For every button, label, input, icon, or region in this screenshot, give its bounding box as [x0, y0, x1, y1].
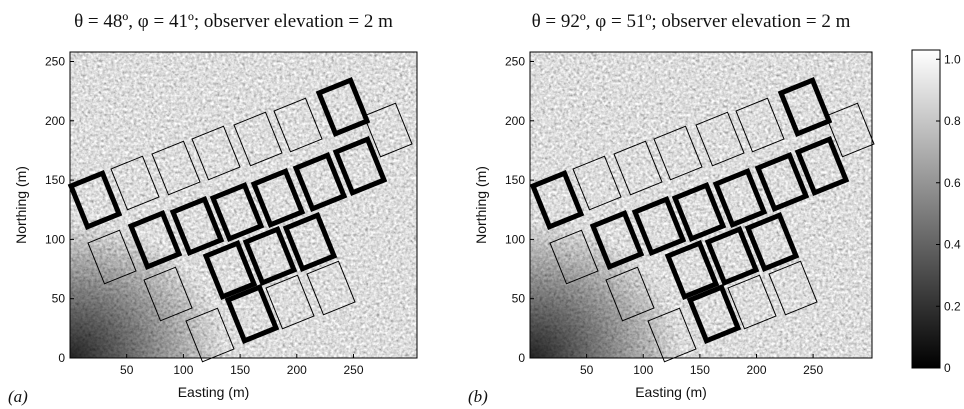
panel-label: (a) [8, 387, 28, 406]
plot-outline-bold [744, 211, 800, 273]
y-tick-label: 0 [58, 351, 65, 365]
plot-outline [613, 140, 663, 196]
plot-outline-bold [777, 76, 833, 138]
plot-outline [605, 266, 655, 322]
plot-outline-bold [209, 181, 265, 243]
plot-outline [363, 102, 413, 158]
plot-outline [768, 260, 818, 316]
colorbar-tick-label: 0.8 [944, 114, 961, 128]
plot-outline-bold [754, 151, 810, 213]
x-tick-label: 200 [287, 363, 307, 377]
plot-outline [653, 125, 703, 181]
plot-outline [695, 111, 745, 167]
x-tick-label: 150 [230, 363, 250, 377]
x-axis-label: Easting (m) [635, 384, 707, 400]
y-tick-label: 100 [45, 232, 65, 246]
plot-outline [306, 260, 356, 316]
plot-outline-bold [250, 167, 306, 229]
plot-outline [727, 274, 777, 330]
y-tick-label: 50 [512, 292, 526, 306]
x-axis-label: Easting (m) [178, 384, 250, 400]
y-axis-label: Northing (m) [473, 166, 489, 244]
plot-outline [549, 229, 599, 285]
x-tick-label: 100 [633, 363, 653, 377]
plot-outline-bold [67, 169, 123, 231]
y-tick-label: 50 [52, 292, 66, 306]
plot-outline-bold [242, 225, 298, 287]
plot-outline-bold [529, 169, 585, 231]
plot-outline-bold [671, 181, 727, 243]
plot-outline [233, 111, 283, 167]
plot-outline [110, 155, 160, 211]
plot-outline [825, 102, 875, 158]
plot-outline [143, 266, 193, 322]
plot-outline-bold [127, 209, 183, 271]
chart-title: θ = 48º, φ = 41º; observer elevation = 2… [74, 11, 393, 32]
x-tick-label: 50 [120, 363, 134, 377]
y-tick-label: 150 [45, 173, 65, 187]
y-tick-label: 100 [505, 232, 525, 246]
x-tick-label: 150 [690, 363, 710, 377]
plot-outline-bold [282, 211, 338, 273]
y-tick-label: 250 [505, 54, 525, 68]
chart-title: θ = 92º, φ = 51º; observer elevation = 2… [532, 11, 851, 32]
colorbar-tick-label: 1.0 [944, 52, 961, 66]
plot-outline [191, 125, 241, 181]
colorbar-tick-label: 0 [944, 361, 951, 375]
plot-outline-bold [589, 209, 645, 271]
plot-outline-bold [202, 239, 258, 301]
colorbar [911, 49, 941, 369]
plot-outline [265, 274, 315, 330]
x-tick-label: 200 [746, 363, 766, 377]
plot-outline [273, 97, 323, 153]
colorbar-tick-label: 0.2 [944, 299, 961, 313]
axes-frame [529, 51, 873, 359]
colorbar-tick-label: 0.6 [944, 176, 961, 190]
plot-outline [735, 97, 785, 153]
plot-outline-bold [315, 76, 371, 138]
plot-outline-bold [704, 225, 760, 287]
y-tick-label: 150 [505, 173, 525, 187]
axes-frame [69, 51, 418, 359]
plot-outline [151, 140, 201, 196]
shadow [530, 52, 872, 358]
colorbar-tick-label: 0.4 [944, 238, 961, 252]
plot-outline [185, 307, 235, 363]
plot-outline [87, 229, 137, 285]
plot-outline-bold [631, 195, 687, 257]
shadow [70, 52, 417, 358]
y-tick-label: 200 [45, 114, 65, 128]
y-axis-label: Northing (m) [13, 166, 29, 244]
x-tick-label: 250 [343, 363, 363, 377]
plot-outline-bold [664, 239, 720, 301]
plot-outline-bold [686, 283, 742, 345]
x-tick-label: 50 [580, 363, 594, 377]
plot-outline [572, 155, 622, 211]
plot-outline-bold [794, 135, 850, 197]
x-tick-label: 250 [803, 363, 823, 377]
x-tick-label: 100 [173, 363, 193, 377]
y-tick-label: 250 [45, 54, 65, 68]
plot-outline-bold [712, 167, 768, 229]
plot-outline-bold [292, 151, 348, 213]
panel-label: (b) [468, 387, 488, 406]
plot-outline-bold [332, 135, 388, 197]
y-tick-label: 200 [505, 114, 525, 128]
plot-outline [647, 307, 697, 363]
y-tick-label: 0 [518, 351, 525, 365]
plot-outline-bold [224, 283, 280, 345]
plot-outline-bold [169, 195, 225, 257]
